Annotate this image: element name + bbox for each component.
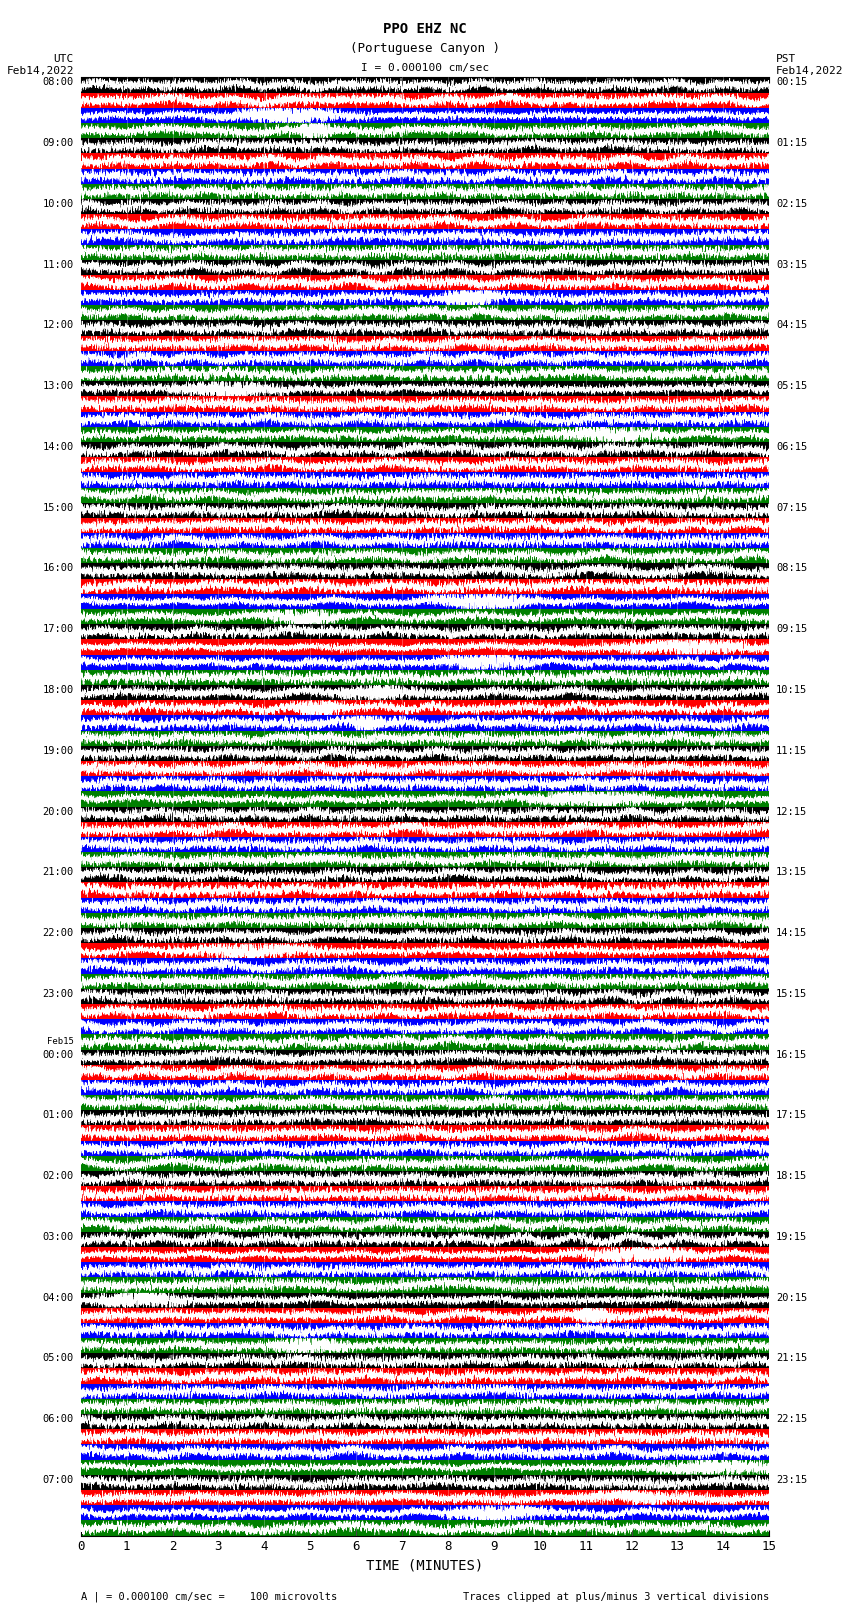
Text: 15:15: 15:15 bbox=[776, 989, 808, 998]
Text: 20:15: 20:15 bbox=[776, 1292, 808, 1303]
Text: 21:00: 21:00 bbox=[42, 868, 74, 877]
Text: 06:15: 06:15 bbox=[776, 442, 808, 452]
Text: 15:00: 15:00 bbox=[42, 503, 74, 513]
Text: 13:00: 13:00 bbox=[42, 381, 74, 392]
Text: 04:15: 04:15 bbox=[776, 321, 808, 331]
Text: 11:15: 11:15 bbox=[776, 745, 808, 756]
Text: 17:00: 17:00 bbox=[42, 624, 74, 634]
Text: 17:15: 17:15 bbox=[776, 1110, 808, 1121]
Text: 11:00: 11:00 bbox=[42, 260, 74, 269]
Text: 09:00: 09:00 bbox=[42, 139, 74, 148]
X-axis label: TIME (MINUTES): TIME (MINUTES) bbox=[366, 1560, 484, 1573]
Text: 06:00: 06:00 bbox=[42, 1415, 74, 1424]
Text: PST
Feb14,2022: PST Feb14,2022 bbox=[776, 55, 843, 76]
Text: 21:15: 21:15 bbox=[776, 1353, 808, 1363]
Text: 23:15: 23:15 bbox=[776, 1474, 808, 1486]
Text: 04:00: 04:00 bbox=[42, 1292, 74, 1303]
Text: 00:15: 00:15 bbox=[776, 77, 808, 87]
Text: 02:15: 02:15 bbox=[776, 198, 808, 210]
Text: 22:15: 22:15 bbox=[776, 1415, 808, 1424]
Text: 10:15: 10:15 bbox=[776, 686, 808, 695]
Text: 02:00: 02:00 bbox=[42, 1171, 74, 1181]
Text: PPO EHZ NC: PPO EHZ NC bbox=[383, 23, 467, 35]
Text: 07:00: 07:00 bbox=[42, 1474, 74, 1486]
Text: UTC
Feb14,2022: UTC Feb14,2022 bbox=[7, 55, 74, 76]
Text: Feb15: Feb15 bbox=[47, 1037, 74, 1045]
Text: 12:15: 12:15 bbox=[776, 806, 808, 816]
Text: 16:00: 16:00 bbox=[42, 563, 74, 574]
Text: 18:15: 18:15 bbox=[776, 1171, 808, 1181]
Text: Traces clipped at plus/minus 3 vertical divisions: Traces clipped at plus/minus 3 vertical … bbox=[463, 1592, 769, 1602]
Text: 23:00: 23:00 bbox=[42, 989, 74, 998]
Text: 12:00: 12:00 bbox=[42, 321, 74, 331]
Text: 10:00: 10:00 bbox=[42, 198, 74, 210]
Text: 08:00: 08:00 bbox=[42, 77, 74, 87]
Text: (Portuguese Canyon ): (Portuguese Canyon ) bbox=[350, 42, 500, 55]
Text: 22:00: 22:00 bbox=[42, 927, 74, 939]
Text: 01:00: 01:00 bbox=[42, 1110, 74, 1121]
Text: 03:00: 03:00 bbox=[42, 1232, 74, 1242]
Text: 19:15: 19:15 bbox=[776, 1232, 808, 1242]
Text: 08:15: 08:15 bbox=[776, 563, 808, 574]
Text: 05:00: 05:00 bbox=[42, 1353, 74, 1363]
Text: 09:15: 09:15 bbox=[776, 624, 808, 634]
Text: 00:00: 00:00 bbox=[42, 1050, 74, 1060]
Text: 16:15: 16:15 bbox=[776, 1050, 808, 1060]
Text: I = 0.000100 cm/sec: I = 0.000100 cm/sec bbox=[361, 63, 489, 73]
Text: 07:15: 07:15 bbox=[776, 503, 808, 513]
Text: 18:00: 18:00 bbox=[42, 686, 74, 695]
Text: 03:15: 03:15 bbox=[776, 260, 808, 269]
Text: 14:15: 14:15 bbox=[776, 927, 808, 939]
Text: 13:15: 13:15 bbox=[776, 868, 808, 877]
Text: 01:15: 01:15 bbox=[776, 139, 808, 148]
Text: 05:15: 05:15 bbox=[776, 381, 808, 392]
Text: 14:00: 14:00 bbox=[42, 442, 74, 452]
Text: 19:00: 19:00 bbox=[42, 745, 74, 756]
Text: 20:00: 20:00 bbox=[42, 806, 74, 816]
Text: A | = 0.000100 cm/sec =    100 microvolts: A | = 0.000100 cm/sec = 100 microvolts bbox=[81, 1592, 337, 1602]
